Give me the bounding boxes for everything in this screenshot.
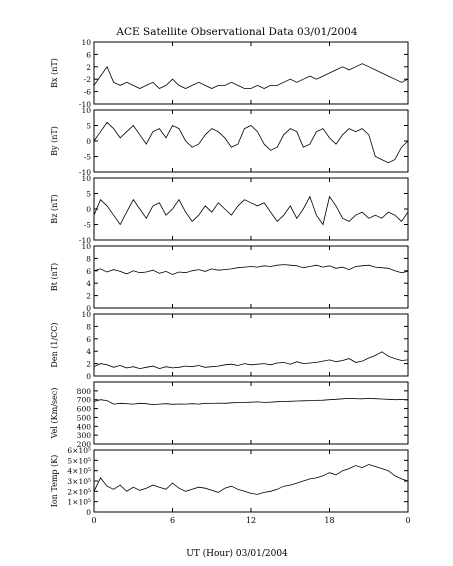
y-tick-label: -5	[84, 221, 92, 230]
series-line	[93, 63, 409, 89]
y-axis-label: Vel (Km/sec)	[50, 388, 59, 440]
panel-0: 10 6 2 -2 -6 -10 Bx (nT)	[50, 38, 409, 109]
y-tick-label: 0	[86, 508, 91, 517]
x-axis: 0 6 12 18 0	[91, 516, 410, 525]
y-tick-label: 400	[77, 422, 92, 431]
y-tick-label: 8	[86, 254, 91, 263]
y-tick-label: 5	[86, 190, 91, 199]
y-axis-label: Ion Temp (K)	[50, 455, 59, 508]
y-tick-label: -10	[79, 236, 91, 245]
x-tick-label: 18	[324, 516, 334, 525]
y-axis-label: By (nT)	[50, 126, 59, 156]
series-line	[93, 195, 409, 226]
panel-frame	[93, 313, 409, 377]
panel-4: 10 8 6 4 2 0 Den (1/CC)	[50, 310, 409, 381]
panels-group: 10 6 2 -2 -6 -10 Bx (nT) 10 5 0 -5 -10 By (nT) 10 5 0 -5…	[50, 38, 409, 517]
series-line	[93, 264, 409, 275]
y-tick-label: 0	[86, 372, 91, 381]
y-tick-label: -10	[79, 168, 91, 177]
y-tick-label: 10	[81, 174, 91, 183]
y-tick-label: 6	[86, 335, 91, 344]
x-axis-label: UT (Hour) 03/01/2004	[186, 548, 288, 559]
panel-frame	[93, 177, 409, 241]
panel-frame	[93, 41, 409, 105]
x-tick-label: 0	[405, 516, 410, 525]
x-tick-label: 0	[91, 516, 96, 525]
x-tick-label: 12	[246, 516, 256, 525]
y-tick-label: 6	[86, 267, 91, 276]
x-tick-label: 6	[170, 516, 175, 525]
panel-frame	[93, 109, 409, 173]
y-axis-label: Bt (nT)	[50, 263, 59, 291]
y-tick-label: 10	[81, 106, 91, 115]
y-tick-label: 3×10⁵	[67, 477, 91, 486]
series-line	[93, 397, 409, 406]
y-tick-label: 300	[77, 431, 92, 440]
panel-frame	[93, 381, 409, 445]
panel-2: 10 5 0 -5 -10 Bz (nT)	[50, 174, 409, 245]
y-tick-label: 2	[86, 292, 91, 301]
y-tick-label: -5	[84, 153, 92, 162]
panel-frame	[93, 449, 409, 513]
y-tick-label: 2	[86, 360, 91, 369]
series-line	[93, 351, 409, 370]
y-tick-label: 4×10⁵	[67, 467, 91, 476]
y-tick-label: 10	[81, 242, 91, 251]
y-tick-label: 0	[86, 137, 91, 146]
y-tick-label: 0	[86, 304, 91, 313]
y-tick-label: 10	[81, 38, 91, 47]
y-tick-label: 0	[86, 205, 91, 214]
panel-3: 10 8 6 4 2 0 Bt (nT)	[50, 242, 409, 313]
y-tick-label: -6	[84, 88, 92, 97]
y-tick-label: 8	[86, 322, 91, 331]
y-tick-label: 5	[86, 122, 91, 131]
y-tick-label: 600	[77, 405, 92, 414]
series-line	[93, 464, 409, 495]
y-tick-label: 6×10⁵	[67, 446, 91, 455]
y-axis-label: Bx (nT)	[50, 58, 59, 88]
y-tick-label: 700	[77, 396, 92, 405]
y-tick-label: 200	[77, 440, 92, 449]
y-axis-label: Bz (nT)	[50, 194, 59, 223]
y-tick-label: 2×10⁵	[67, 487, 91, 496]
y-tick-label: 4	[86, 279, 91, 288]
y-tick-label: 5×10⁵	[67, 456, 91, 465]
y-tick-label: 6	[86, 50, 91, 59]
y-tick-label: -10	[79, 100, 91, 109]
y-tick-label: 2	[86, 63, 91, 72]
y-tick-label: 800	[77, 387, 92, 396]
series-line	[93, 121, 409, 164]
y-tick-label: 500	[77, 413, 92, 422]
y-tick-label: -2	[84, 75, 92, 84]
y-tick-label: 10	[81, 310, 91, 319]
panel-1: 10 5 0 -5 -10 By (nT)	[50, 106, 409, 177]
y-tick-label: 4	[86, 347, 91, 356]
y-axis-label: Den (1/CC)	[50, 322, 59, 367]
panel-frame	[93, 245, 409, 309]
y-tick-label: 1×10⁵	[67, 498, 91, 507]
chart-title: ACE Satellite Observational Data 03/01/2…	[115, 26, 357, 38]
